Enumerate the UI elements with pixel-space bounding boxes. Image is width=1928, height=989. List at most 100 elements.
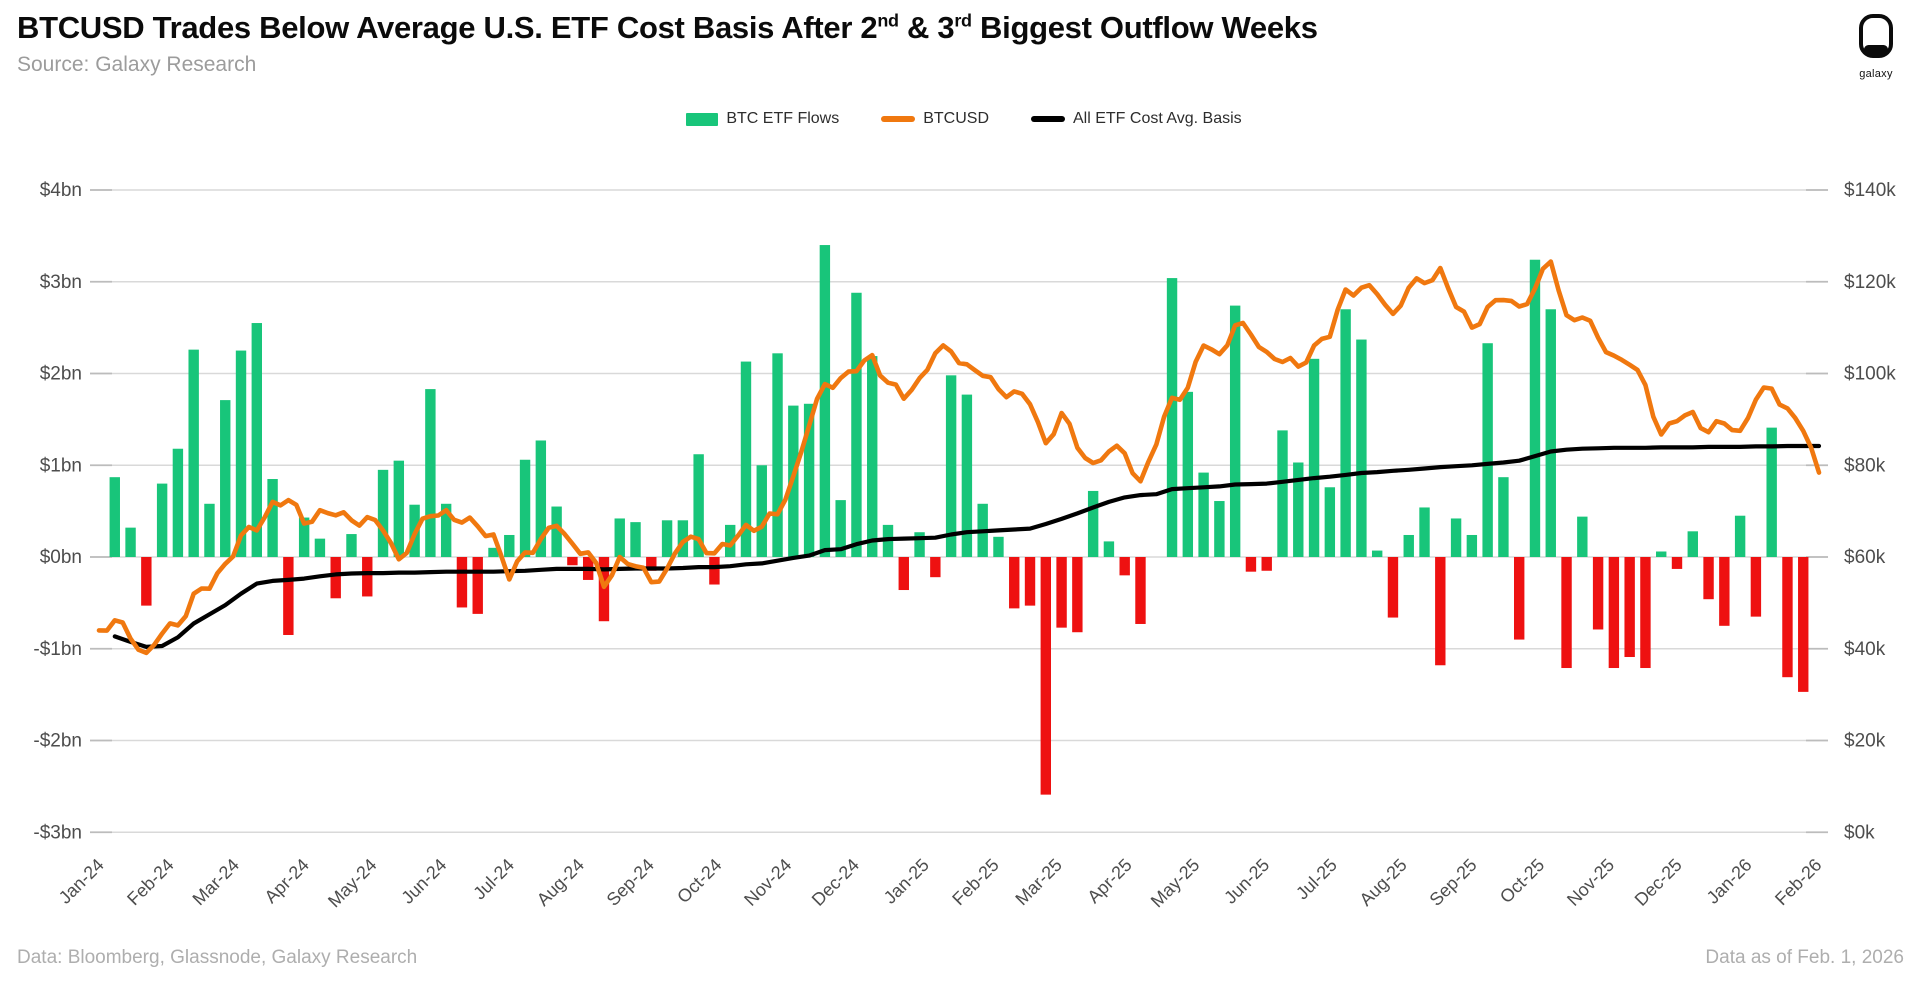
flow-bar: [456, 557, 468, 608]
bar-swatch-icon: [686, 112, 719, 126]
btcusd-price-line: [96, 259, 1822, 656]
flow-bar: [1308, 358, 1320, 557]
legend-item-cost-basis: All ETF Cost Avg. Basis: [1031, 110, 1242, 128]
flow-bar: [1198, 472, 1209, 557]
flow-bar: [1277, 430, 1288, 557]
flow-bar: [1340, 309, 1351, 557]
title-superscript-nd: nd: [877, 10, 899, 31]
flow-bar: [1356, 339, 1367, 557]
x-axis-month-label: Sep-24: [603, 855, 658, 910]
flow-bar: [440, 503, 452, 557]
flow-bar: [298, 517, 310, 557]
left-axis-tick-label: $3bn: [40, 272, 82, 293]
flow-bar: [598, 557, 610, 622]
x-axis-month-label: Nov-24: [740, 855, 795, 910]
left-axis-tick-label: $0bn: [40, 547, 82, 568]
flow-bar: [346, 534, 357, 557]
flow-bar: [630, 522, 641, 557]
right-axis-tick-label: $120k: [1844, 272, 1896, 293]
flow-bar: [1371, 550, 1383, 557]
x-axis-month-label: Feb-24: [123, 855, 177, 909]
right-axis-tick-label: $20k: [1844, 731, 1886, 752]
line-swatch-icon: [881, 116, 916, 122]
data-as-of-note: Data as of Feb. 1, 2026: [1705, 947, 1904, 968]
left-axis-tick-label: -$1bn: [33, 639, 82, 660]
flow-bar: [1482, 343, 1493, 557]
right-axis-tick-label: $60k: [1844, 547, 1886, 568]
flow-bar: [1024, 557, 1036, 606]
flow-bar: [377, 469, 389, 557]
flow-bar: [1608, 557, 1620, 669]
x-axis-month-label: May-24: [324, 855, 381, 912]
chart-legend: BTC ETF Flows BTCUSD All ETF Cost Avg. B…: [0, 110, 1928, 128]
flow-bar: [614, 518, 625, 557]
flow-bar: [1750, 557, 1762, 617]
flow-bar: [172, 448, 184, 557]
line-swatch-icon: [1031, 116, 1065, 122]
flow-bar: [1119, 557, 1130, 576]
flow-bar: [851, 292, 862, 557]
x-axis-month-label: Apr-24: [261, 855, 313, 907]
flow-bar: [898, 557, 909, 591]
flow-bar: [204, 503, 215, 557]
title-text-suffix: Biggest Outflow Weeks: [971, 10, 1318, 45]
flow-bar: [330, 557, 341, 599]
galaxy-helmet-icon: [1859, 14, 1893, 58]
flow-bar: [1734, 515, 1746, 557]
x-axis-month-label: Oct-25: [1496, 855, 1548, 907]
x-axis-month-label: Oct-24: [673, 855, 725, 907]
right-axis-tick-label: $80k: [1844, 455, 1886, 476]
flow-bar: [1103, 541, 1115, 557]
flow-bar: [141, 557, 152, 606]
legend-label: BTCUSD: [923, 110, 989, 127]
flow-bar: [1435, 557, 1446, 666]
x-axis-month-label: Jul-24: [469, 855, 518, 904]
x-axis-month-label: Jun-24: [397, 855, 450, 908]
x-axis-month-label: Feb-25: [948, 855, 1002, 909]
flow-bar: [756, 465, 767, 557]
flow-bar: [1798, 557, 1809, 692]
flow-bar: [1182, 391, 1194, 557]
header: BTCUSD Trades Below Average U.S. ETF Cos…: [17, 10, 1318, 77]
legend-item-btc-etf-flows: BTC ETF Flows: [686, 110, 839, 128]
right-axis-tick-label: $0k: [1844, 822, 1875, 843]
flow-bar: [661, 520, 673, 557]
flow-bar: [740, 361, 752, 557]
flow-bar: [1040, 557, 1051, 795]
title-superscript-rd: rd: [954, 10, 972, 31]
flow-bar: [1671, 557, 1683, 569]
x-axis-month-label: Dec-25: [1631, 855, 1686, 910]
galaxy-logo-label: galaxy: [1859, 68, 1893, 80]
x-axis-month-label: Jan-25: [880, 855, 933, 908]
flow-bar: [1624, 557, 1635, 658]
legend-item-btcusd: BTCUSD: [881, 110, 989, 128]
flow-bar: [646, 557, 657, 571]
flow-bar: [1577, 516, 1588, 557]
x-axis-month-label: Sep-25: [1426, 855, 1481, 910]
flow-bar: [1419, 507, 1430, 557]
flow-bar: [772, 353, 783, 557]
data-sources-note: Data: Bloomberg, Glassnode, Galaxy Resea…: [17, 947, 418, 968]
x-axis-month-label: Mar-25: [1011, 855, 1065, 909]
flow-bar: [1592, 557, 1604, 630]
x-axis-month-label: Dec-24: [808, 855, 863, 910]
flow-bar: [567, 557, 578, 566]
flow-bar: [867, 356, 878, 557]
flow-bar: [362, 557, 373, 597]
flow-bar: [235, 350, 247, 557]
title-text: BTCUSD Trades Below Average U.S. ETF Cos…: [17, 10, 878, 45]
flow-bar: [1072, 557, 1083, 633]
flow-bar: [267, 479, 278, 557]
flow-bar: [993, 536, 1004, 557]
flow-bar: [914, 532, 925, 557]
flow-bar: [1640, 557, 1651, 669]
x-axis-month-label: Jan-24: [55, 855, 108, 908]
flow-bar: [1703, 557, 1714, 600]
flow-bar: [220, 400, 231, 557]
flow-bar: [1245, 557, 1257, 572]
x-axis-month-label: Jul-25: [1292, 855, 1341, 904]
flow-bar: [1056, 557, 1067, 628]
